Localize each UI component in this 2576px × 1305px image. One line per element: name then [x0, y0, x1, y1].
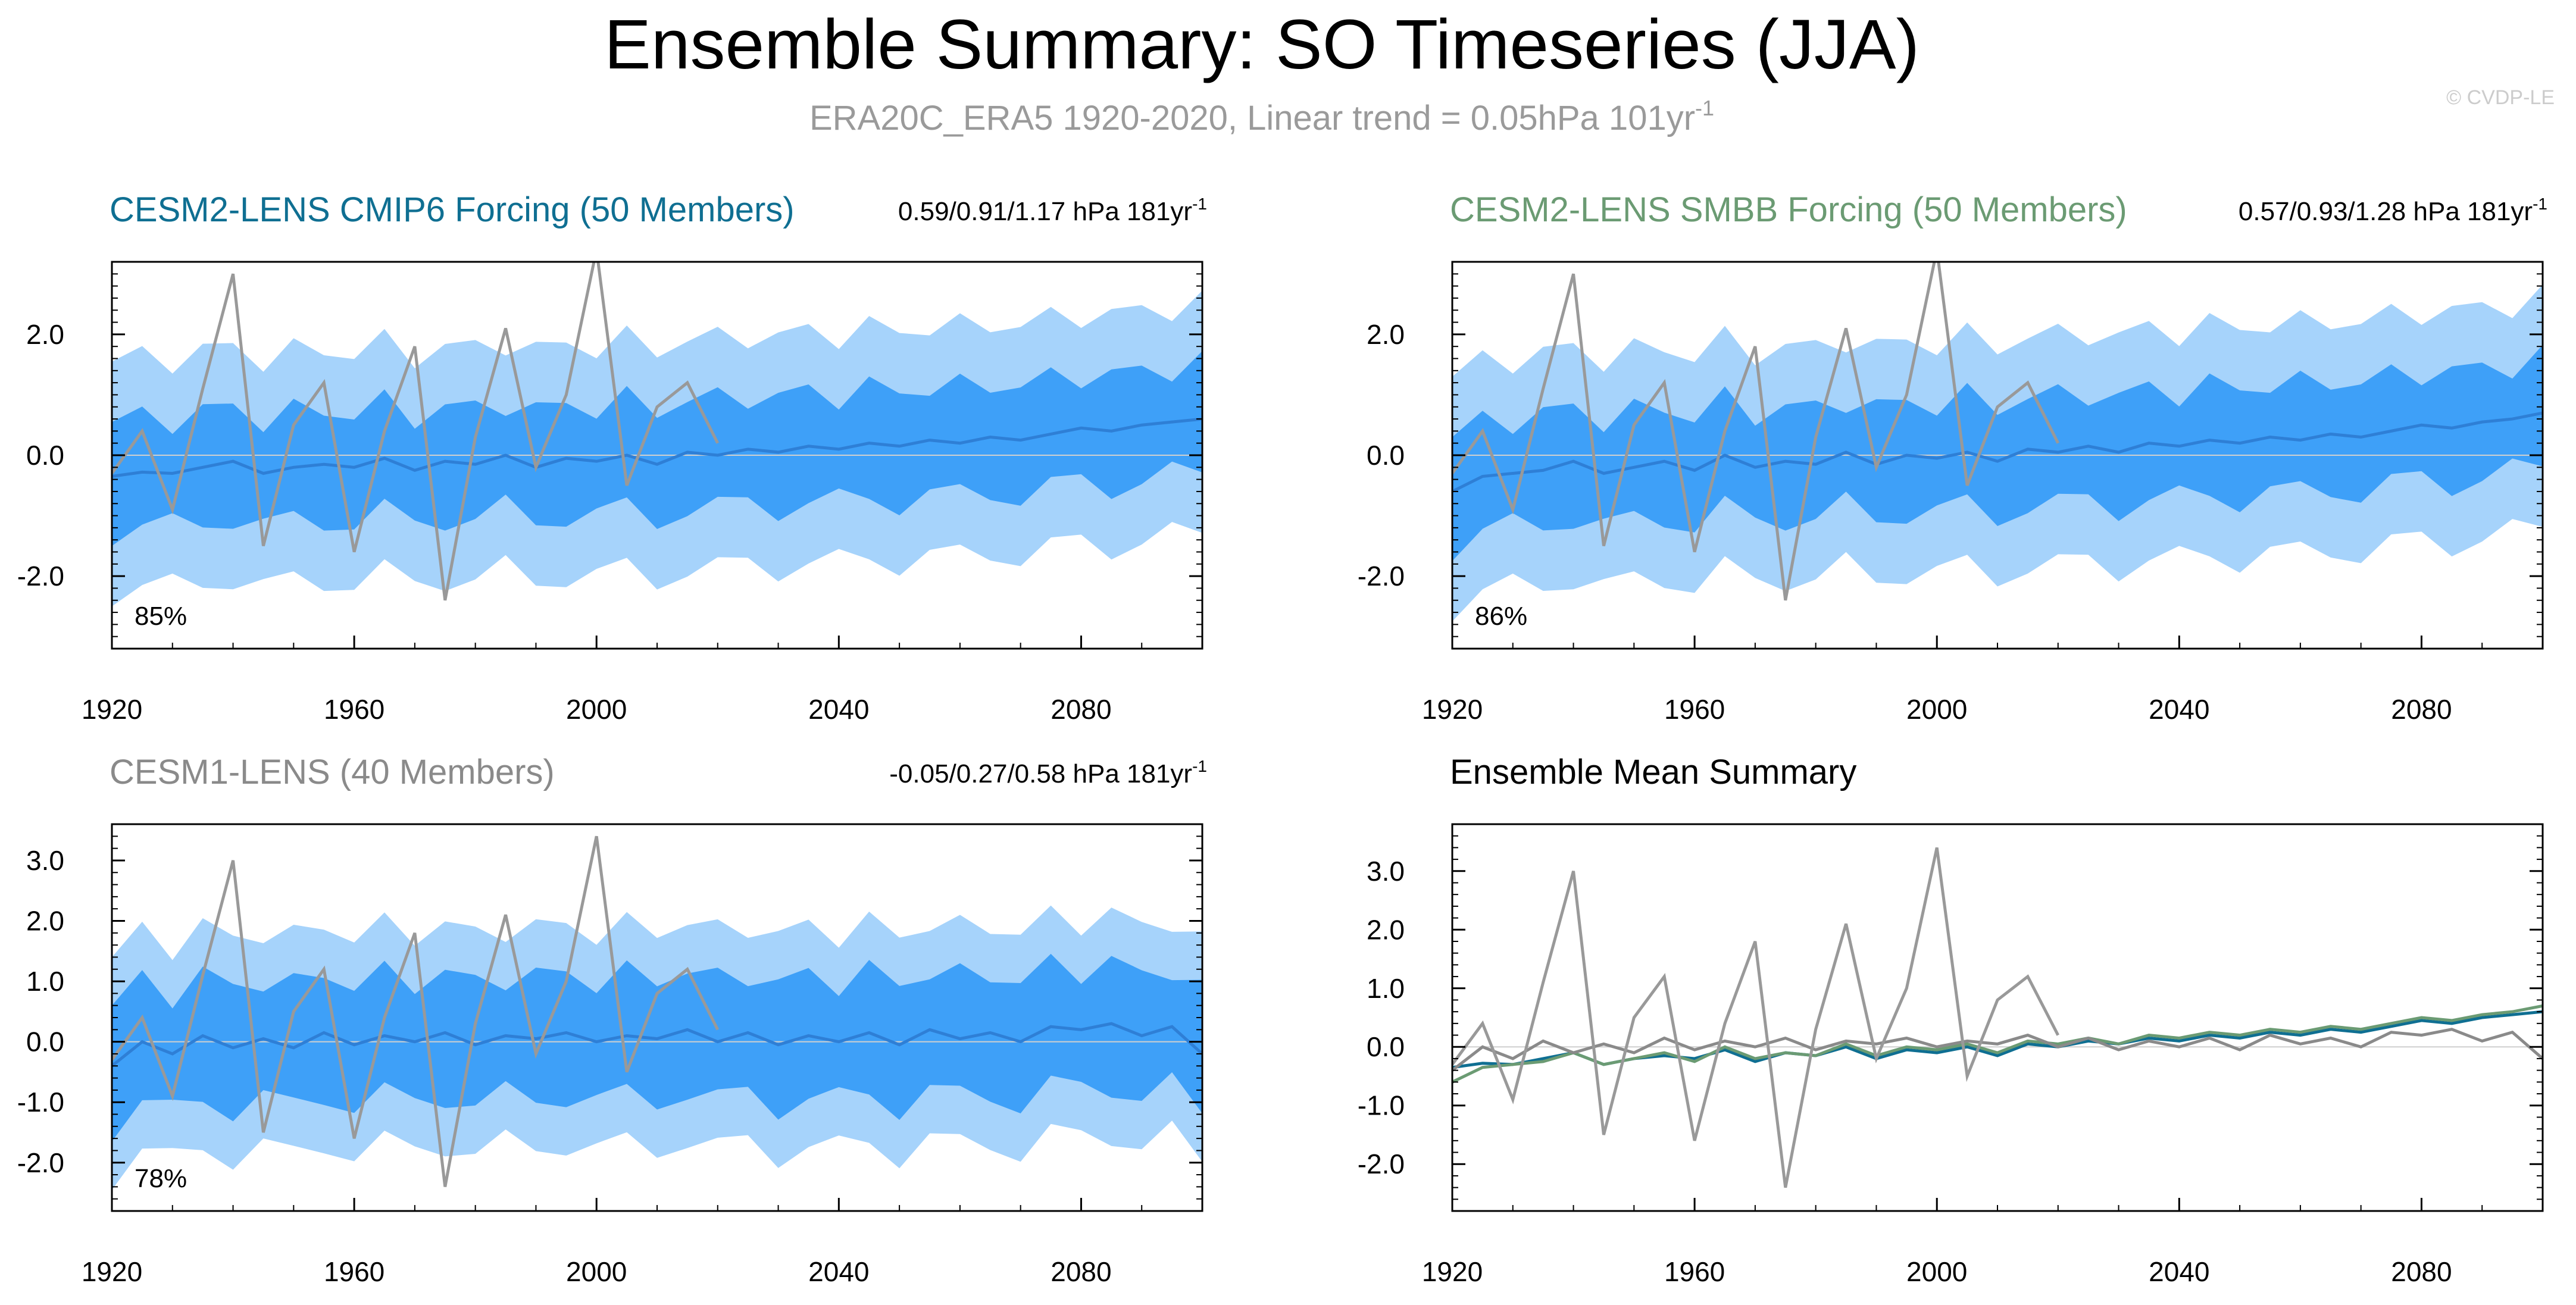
- figure-subtitle-text: ERA20C_ERA5 1920-2020, Linear trend = 0.…: [809, 99, 1695, 137]
- trend-label: 0.59/0.91/1.17 hPa 181yr-1: [898, 195, 1207, 226]
- trend-label-sup: -1: [2533, 195, 2547, 213]
- percent-label: 86%: [1475, 602, 1527, 631]
- plot-area: [112, 262, 1202, 606]
- series-line-cesm2_smbb: [1452, 1004, 2543, 1084]
- y-tick-label: 0.0: [26, 1027, 64, 1057]
- trend-label-sup: -1: [1192, 195, 1207, 213]
- x-tick-label: 1960: [324, 1256, 384, 1287]
- x-tick-label: 2080: [1051, 694, 1111, 725]
- x-tick-label: 2040: [808, 694, 869, 725]
- y-tick-label: -2.0: [1358, 1148, 1405, 1179]
- x-tick-label: 2000: [1906, 1256, 1967, 1287]
- percent-label: 85%: [135, 602, 187, 631]
- figure-title: Ensemble Summary: SO Timeseries (JJA): [604, 5, 1920, 84]
- trend-label: 0.57/0.93/1.28 hPa 181yr-1: [2239, 195, 2547, 226]
- series-line-cesm1: [1452, 1028, 2543, 1072]
- ensemble-mean-line: [112, 1022, 1202, 1068]
- observations-line: [112, 835, 720, 1187]
- y-tick-label: -2.0: [17, 561, 64, 592]
- trend-label-text: 0.59/0.91/1.17 hPa 181yr: [898, 197, 1192, 226]
- y-tick-label: -1.0: [1358, 1090, 1405, 1121]
- panel-title: CESM2-LENS CMIP6 Forcing (50 Members): [110, 190, 795, 229]
- x-tick-label: 2040: [808, 1256, 869, 1287]
- observations-line: [112, 262, 720, 601]
- panel-ensemble-mean-summary: Ensemble Mean Summary -2.0 -1.0 0.0 1.0 2.0 3.…: [1358, 753, 2544, 1287]
- x-tick-label: 2040: [2149, 694, 2209, 725]
- x-tick-label: 1920: [1422, 1256, 1483, 1287]
- x-tick-label: 1960: [1664, 694, 1725, 725]
- ensemble-mean-line: [1452, 411, 2543, 493]
- panel-title: CESM2-LENS SMBB Forcing (50 Members): [1450, 190, 2127, 229]
- observations-line: [1452, 262, 2060, 601]
- figure-subtitle: ERA20C_ERA5 1920-2020, Linear trend = 0.…: [809, 96, 1714, 137]
- trend-label-text: 0.57/0.93/1.28 hPa 181yr: [2239, 197, 2533, 226]
- x-tick-label: 1920: [82, 1256, 142, 1287]
- figure-subtitle-sup: -1: [1695, 96, 1714, 120]
- plot-frame: [1451, 823, 2544, 1212]
- y-tick-label: 3.0: [26, 845, 64, 876]
- plot-area: [1452, 847, 2543, 1188]
- y-tick-label: 1.0: [1367, 973, 1405, 1004]
- inner-band: [112, 350, 1202, 546]
- y-tick-label: 3.0: [1367, 856, 1405, 887]
- inner-band: [112, 953, 1202, 1142]
- y-tick-label: 1.0: [26, 966, 64, 997]
- y-tick-label: -2.0: [17, 1147, 64, 1178]
- panel-cesm2-cmip6: CESM2-LENS CMIP6 Forcing (50 Members) 0.5…: [17, 190, 1207, 725]
- x-tick-label: 2080: [2391, 1256, 2452, 1287]
- watermark: © CVDP-LE: [2446, 86, 2555, 109]
- percent-label: 78%: [135, 1164, 187, 1193]
- trend-label: -0.05/0.27/0.58 hPa 181yr-1: [889, 757, 1207, 788]
- plot-area: [112, 835, 1202, 1190]
- y-tick-label: -1.0: [17, 1087, 64, 1118]
- y-tick-label: 0.0: [1367, 1031, 1405, 1062]
- y-tick-label: 0.0: [1367, 440, 1405, 471]
- series-line-observations: [1452, 847, 2059, 1188]
- trend-label-text: -0.05/0.27/0.58 hPa 181yr: [889, 759, 1192, 788]
- x-tick-label: 2000: [566, 694, 627, 725]
- ensemble-mean-line: [112, 417, 1202, 478]
- x-tick-label: 2040: [2149, 1256, 2209, 1287]
- trend-label-sup: -1: [1192, 757, 1207, 775]
- x-tick-label: 2000: [566, 1256, 627, 1287]
- x-tick-label: 2080: [2391, 694, 2452, 725]
- x-tick-label: 1960: [1664, 1256, 1725, 1287]
- panel-cesm1: CESM1-LENS (40 Members) -0.05/0.27/0.58 h…: [17, 753, 1207, 1287]
- panel-title: CESM1-LENS (40 Members): [110, 753, 555, 791]
- inner-band: [1452, 345, 2543, 561]
- x-tick-label: 1920: [82, 694, 142, 725]
- panel-title: Ensemble Mean Summary: [1450, 753, 1856, 791]
- y-tick-label: 2.0: [1367, 914, 1405, 945]
- y-tick-label: 2.0: [26, 319, 64, 350]
- x-tick-label: 2000: [1906, 694, 1967, 725]
- x-tick-label: 1960: [324, 694, 384, 725]
- x-tick-label: 2080: [1051, 1256, 1111, 1287]
- plot-area: [1452, 262, 2543, 622]
- y-tick-label: -2.0: [1358, 561, 1405, 592]
- y-tick-label: 2.0: [1367, 319, 1405, 350]
- y-tick-label: 2.0: [26, 906, 64, 937]
- y-tick-label: 0.0: [26, 440, 64, 471]
- panel-cesm2-smbb: CESM2-LENS SMBB Forcing (50 Members) 0.57…: [1358, 190, 2547, 725]
- x-tick-label: 1920: [1422, 694, 1483, 725]
